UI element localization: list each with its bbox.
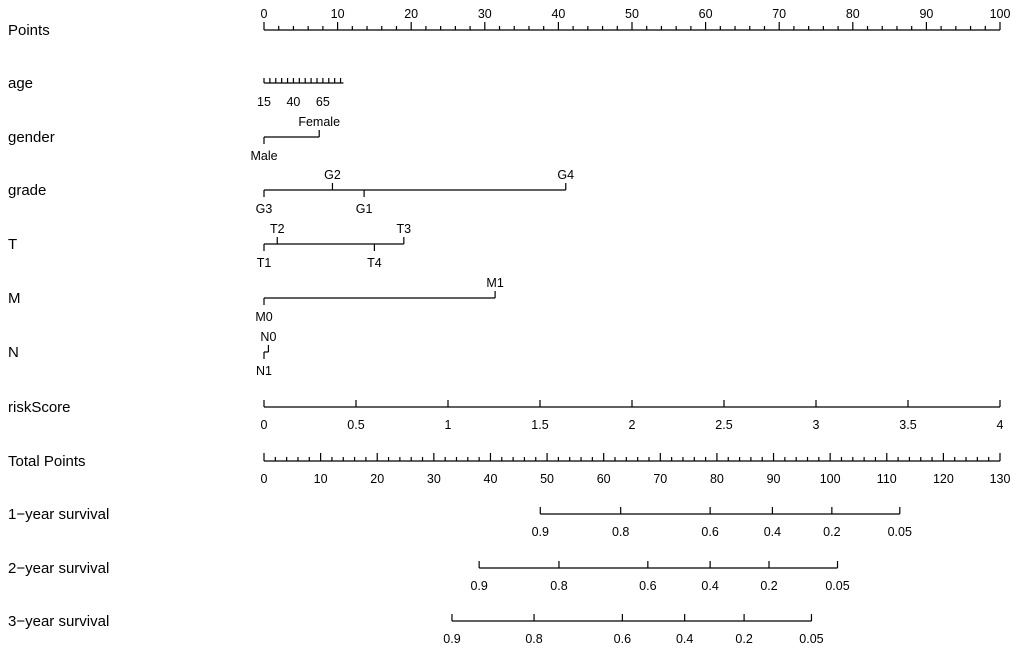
- gender-tick-label: Male: [250, 149, 277, 163]
- total-points-tick-label: 20: [370, 472, 384, 486]
- t-tick-label: T3: [397, 222, 412, 236]
- riskscore-tick-label: 1: [445, 418, 452, 432]
- m-tick-label: M1: [486, 276, 503, 290]
- survival-3yr-tick-label: 0.9: [443, 632, 460, 646]
- total-points-tick-label: 0: [261, 472, 268, 486]
- points-tick-label: 30: [478, 7, 492, 21]
- riskscore-tick-label: 3.5: [899, 418, 916, 432]
- age-tick-label: 65: [316, 95, 330, 109]
- survival-2yr-tick-label: 0.6: [639, 579, 656, 593]
- age-tick-label: 40: [286, 95, 300, 109]
- survival-2yr-tick-label: 0.9: [470, 579, 487, 593]
- total-points-tick-label: 30: [427, 472, 441, 486]
- riskscore-tick-label: 0.5: [347, 418, 364, 432]
- total-points-tick-label: 110: [877, 472, 897, 486]
- t-row-label: T: [8, 236, 17, 253]
- age-tick-label: 15: [257, 95, 271, 109]
- survival-1yr-tick-label: 0.4: [764, 525, 781, 539]
- survival-3yr-tick-label: 0.4: [676, 632, 693, 646]
- points-tick-label: 80: [846, 7, 860, 21]
- survival-2yr-tick-label: 0.8: [550, 579, 567, 593]
- total-points-tick-label: 130: [990, 472, 1011, 486]
- t-tick-label: T1: [257, 256, 272, 270]
- survival-2yr-tick-label: 0.4: [701, 579, 718, 593]
- survival-1yr-tick-label: 0.2: [823, 525, 840, 539]
- t-tick-label: T4: [367, 256, 382, 270]
- points-tick-label: 50: [625, 7, 639, 21]
- survival-2yr-row-label: 2−year survival: [8, 560, 109, 577]
- survival-1yr-tick-label: 0.8: [612, 525, 629, 539]
- survival-2yr-tick-label: 0.2: [760, 579, 777, 593]
- m-row-label: M: [8, 290, 21, 307]
- grade-tick-label: G4: [557, 168, 574, 182]
- survival-3yr-tick-label: 0.6: [614, 632, 631, 646]
- survival-1yr-tick-label: 0.05: [888, 525, 912, 539]
- t-tick-label: T2: [270, 222, 285, 236]
- survival-2yr-tick-label: 0.05: [825, 579, 849, 593]
- points-tick-label: 20: [404, 7, 418, 21]
- points-tick-label: 60: [699, 7, 713, 21]
- riskscore-tick-label: 0: [261, 418, 268, 432]
- grade-tick-label: G2: [324, 168, 341, 182]
- riskscore-tick-label: 2: [629, 418, 636, 432]
- grade-tick-label: G3: [256, 202, 273, 216]
- survival-1yr-tick-label: 0.6: [701, 525, 718, 539]
- survival-1yr-tick-label: 0.9: [532, 525, 549, 539]
- points-tick-label: 40: [551, 7, 565, 21]
- n-tick-label: N1: [256, 364, 272, 378]
- survival-3yr-tick-label: 0.2: [735, 632, 752, 646]
- riskscore-tick-label: 4: [997, 418, 1004, 432]
- riskscore-tick-label: 3: [813, 418, 820, 432]
- riskscore-tick-label: 1.5: [531, 418, 548, 432]
- n-tick-label: N0: [260, 330, 276, 344]
- total-points-tick-label: 80: [710, 472, 724, 486]
- points-axis-label: Points: [8, 22, 50, 39]
- points-tick-label: 100: [990, 7, 1011, 21]
- survival-3yr-tick-label: 0.05: [799, 632, 823, 646]
- gender-tick-label: Female: [298, 115, 340, 129]
- riskscore-tick-label: 2.5: [715, 418, 732, 432]
- total-points-tick-label: 90: [767, 472, 781, 486]
- age-row-label: age: [8, 75, 33, 92]
- total-points-tick-label: 40: [484, 472, 498, 486]
- survival-3yr-tick-label: 0.8: [525, 632, 542, 646]
- total-points-tick-label: 100: [820, 472, 841, 486]
- total-points-tick-label: 120: [933, 472, 954, 486]
- survival-3yr-row-label: 3−year survival: [8, 613, 109, 630]
- points-tick-label: 70: [772, 7, 786, 21]
- points-tick-label: 0: [261, 7, 268, 21]
- grade-row-label: grade: [8, 182, 46, 199]
- points-tick-label: 90: [919, 7, 933, 21]
- total-points-tick-label: 70: [653, 472, 667, 486]
- gender-row-label: gender: [8, 129, 55, 146]
- total-points-tick-label: 10: [314, 472, 328, 486]
- total-points-axis-label: Total Points: [8, 453, 86, 470]
- points-tick-label: 10: [331, 7, 345, 21]
- riskscore-row-label: riskScore: [8, 399, 71, 416]
- total-points-tick-label: 60: [597, 472, 611, 486]
- grade-tick-label: G1: [356, 202, 373, 216]
- n-row-label: N: [8, 344, 19, 361]
- survival-1yr-row-label: 1−year survival: [8, 506, 109, 523]
- total-points-tick-label: 50: [540, 472, 554, 486]
- m-tick-label: M0: [255, 310, 272, 324]
